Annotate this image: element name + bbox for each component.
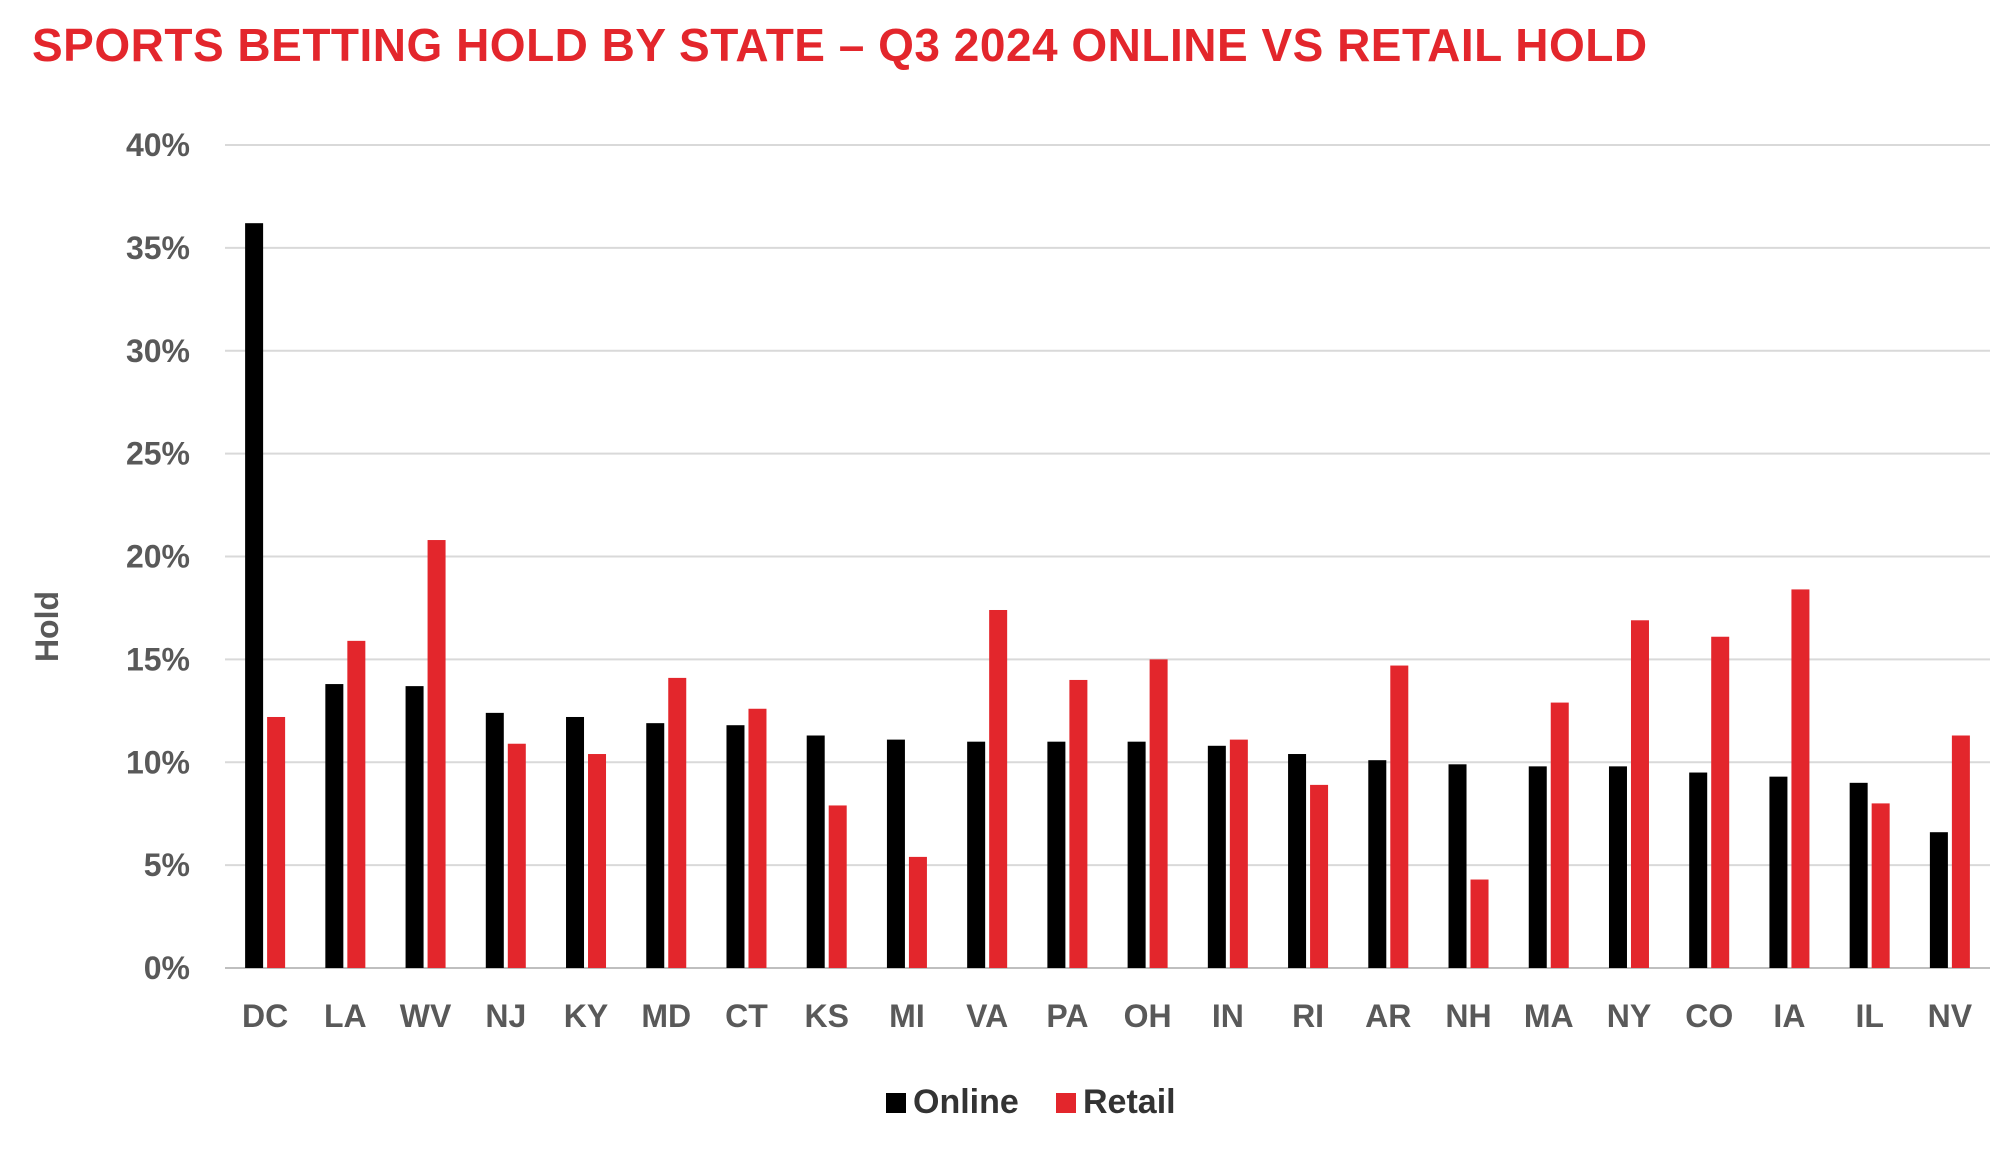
bar-online-co: [1689, 772, 1708, 968]
bar-online-il: [1849, 782, 1868, 968]
x-tick-label: IN: [1212, 998, 1244, 1034]
x-tick-label: IL: [1855, 998, 1883, 1034]
bar-retail-ma: [1550, 702, 1569, 968]
x-axis-ticks: DC LA WV NJ KY MD CT KS MI VA PA OH IN RI AR NH MA NY CO IA…: [242, 998, 1973, 1034]
legend-swatch-online: [886, 1093, 906, 1113]
bar-retail-ky: [588, 754, 607, 968]
bar-retail-il: [1871, 803, 1890, 968]
bar-retail-mi: [908, 856, 927, 968]
bar-retail-nh: [1470, 879, 1489, 968]
bar-retail-md: [668, 677, 687, 968]
bar-retail-ks: [828, 805, 847, 968]
x-tick-label: DC: [242, 998, 288, 1034]
y-tick-label: 30%: [126, 333, 190, 369]
legend: Online Retail: [886, 1083, 1176, 1121]
x-tick-label: CO: [1685, 998, 1733, 1034]
bar-online-md: [646, 723, 665, 968]
bar-online-va: [967, 741, 986, 968]
bar-online-ma: [1528, 766, 1547, 968]
legend-label-retail: Retail: [1083, 1083, 1176, 1121]
x-tick-label: MI: [889, 998, 925, 1034]
bar-online-in: [1207, 745, 1226, 968]
x-tick-label: MA: [1524, 998, 1574, 1034]
y-tick-label: 10%: [126, 744, 190, 780]
bar-retail-ri: [1310, 784, 1329, 968]
x-tick-label: VA: [966, 998, 1008, 1034]
legend-label-online: Online: [913, 1083, 1019, 1121]
x-tick-label: NJ: [485, 998, 526, 1034]
bar-retail-va: [989, 609, 1008, 968]
x-tick-label: KY: [564, 998, 608, 1034]
y-tick-label: 35%: [126, 230, 190, 266]
x-tick-label: PA: [1046, 998, 1088, 1034]
bar-online-mi: [886, 739, 905, 968]
bar-online-pa: [1047, 741, 1066, 968]
bar-retail-ia: [1791, 589, 1810, 968]
x-tick-label: LA: [324, 998, 367, 1034]
bars: [245, 223, 1970, 968]
bar-online-dc: [245, 223, 264, 968]
bar-online-ia: [1769, 776, 1788, 968]
legend-swatch-retail: [1056, 1093, 1076, 1113]
bar-retail-ny: [1630, 620, 1649, 968]
bar-online-ri: [1288, 754, 1307, 968]
bar-online-nj: [485, 712, 504, 968]
x-tick-label: RI: [1292, 998, 1324, 1034]
x-tick-label: IA: [1773, 998, 1805, 1034]
bar-online-ny: [1608, 766, 1627, 968]
bar-retail-in: [1229, 739, 1248, 968]
x-tick-label: NY: [1607, 998, 1651, 1034]
bar-online-la: [325, 684, 344, 968]
bar-online-wv: [405, 686, 424, 968]
bar-retail-dc: [267, 716, 286, 968]
y-tick-label: 0%: [144, 950, 190, 986]
bar-retail-nv: [1951, 735, 1970, 968]
bar-online-ar: [1368, 760, 1387, 968]
bar-retail-oh: [1149, 659, 1168, 968]
bar-retail-wv: [427, 540, 446, 968]
bar-retail-la: [347, 640, 366, 968]
bar-retail-ct: [748, 708, 767, 968]
bar-retail-co: [1711, 636, 1730, 968]
x-tick-label: WV: [400, 998, 452, 1034]
y-tick-label: 25%: [126, 436, 190, 472]
y-axis-label: Hold: [29, 591, 65, 662]
y-axis-ticks: 0% 5% 10% 15% 20% 25% 30% 35% 40%: [126, 127, 190, 986]
bar-retail-nj: [507, 743, 526, 968]
bar-online-ks: [806, 735, 825, 968]
bar-retail-ar: [1390, 665, 1409, 968]
y-tick-label: 15%: [126, 641, 190, 677]
bar-retail-pa: [1069, 679, 1088, 968]
x-tick-label: KS: [804, 998, 848, 1034]
x-tick-label: NH: [1445, 998, 1491, 1034]
bar-online-nv: [1929, 832, 1948, 968]
x-tick-label: AR: [1365, 998, 1411, 1034]
y-tick-label: 5%: [144, 847, 190, 883]
y-tick-label: 20%: [126, 539, 190, 575]
bar-online-ky: [566, 716, 585, 968]
x-tick-label: NV: [1928, 998, 1973, 1034]
y-tick-label: 40%: [126, 127, 190, 163]
x-tick-label: CT: [725, 998, 768, 1034]
bar-online-nh: [1448, 764, 1467, 968]
bar-online-oh: [1127, 741, 1146, 968]
bar-online-ct: [726, 725, 745, 968]
x-tick-label: OH: [1124, 998, 1172, 1034]
x-tick-label: MD: [641, 998, 691, 1034]
chart-title: SPORTS BETTING HOLD BY STATE – Q3 2024 O…: [32, 19, 1648, 71]
